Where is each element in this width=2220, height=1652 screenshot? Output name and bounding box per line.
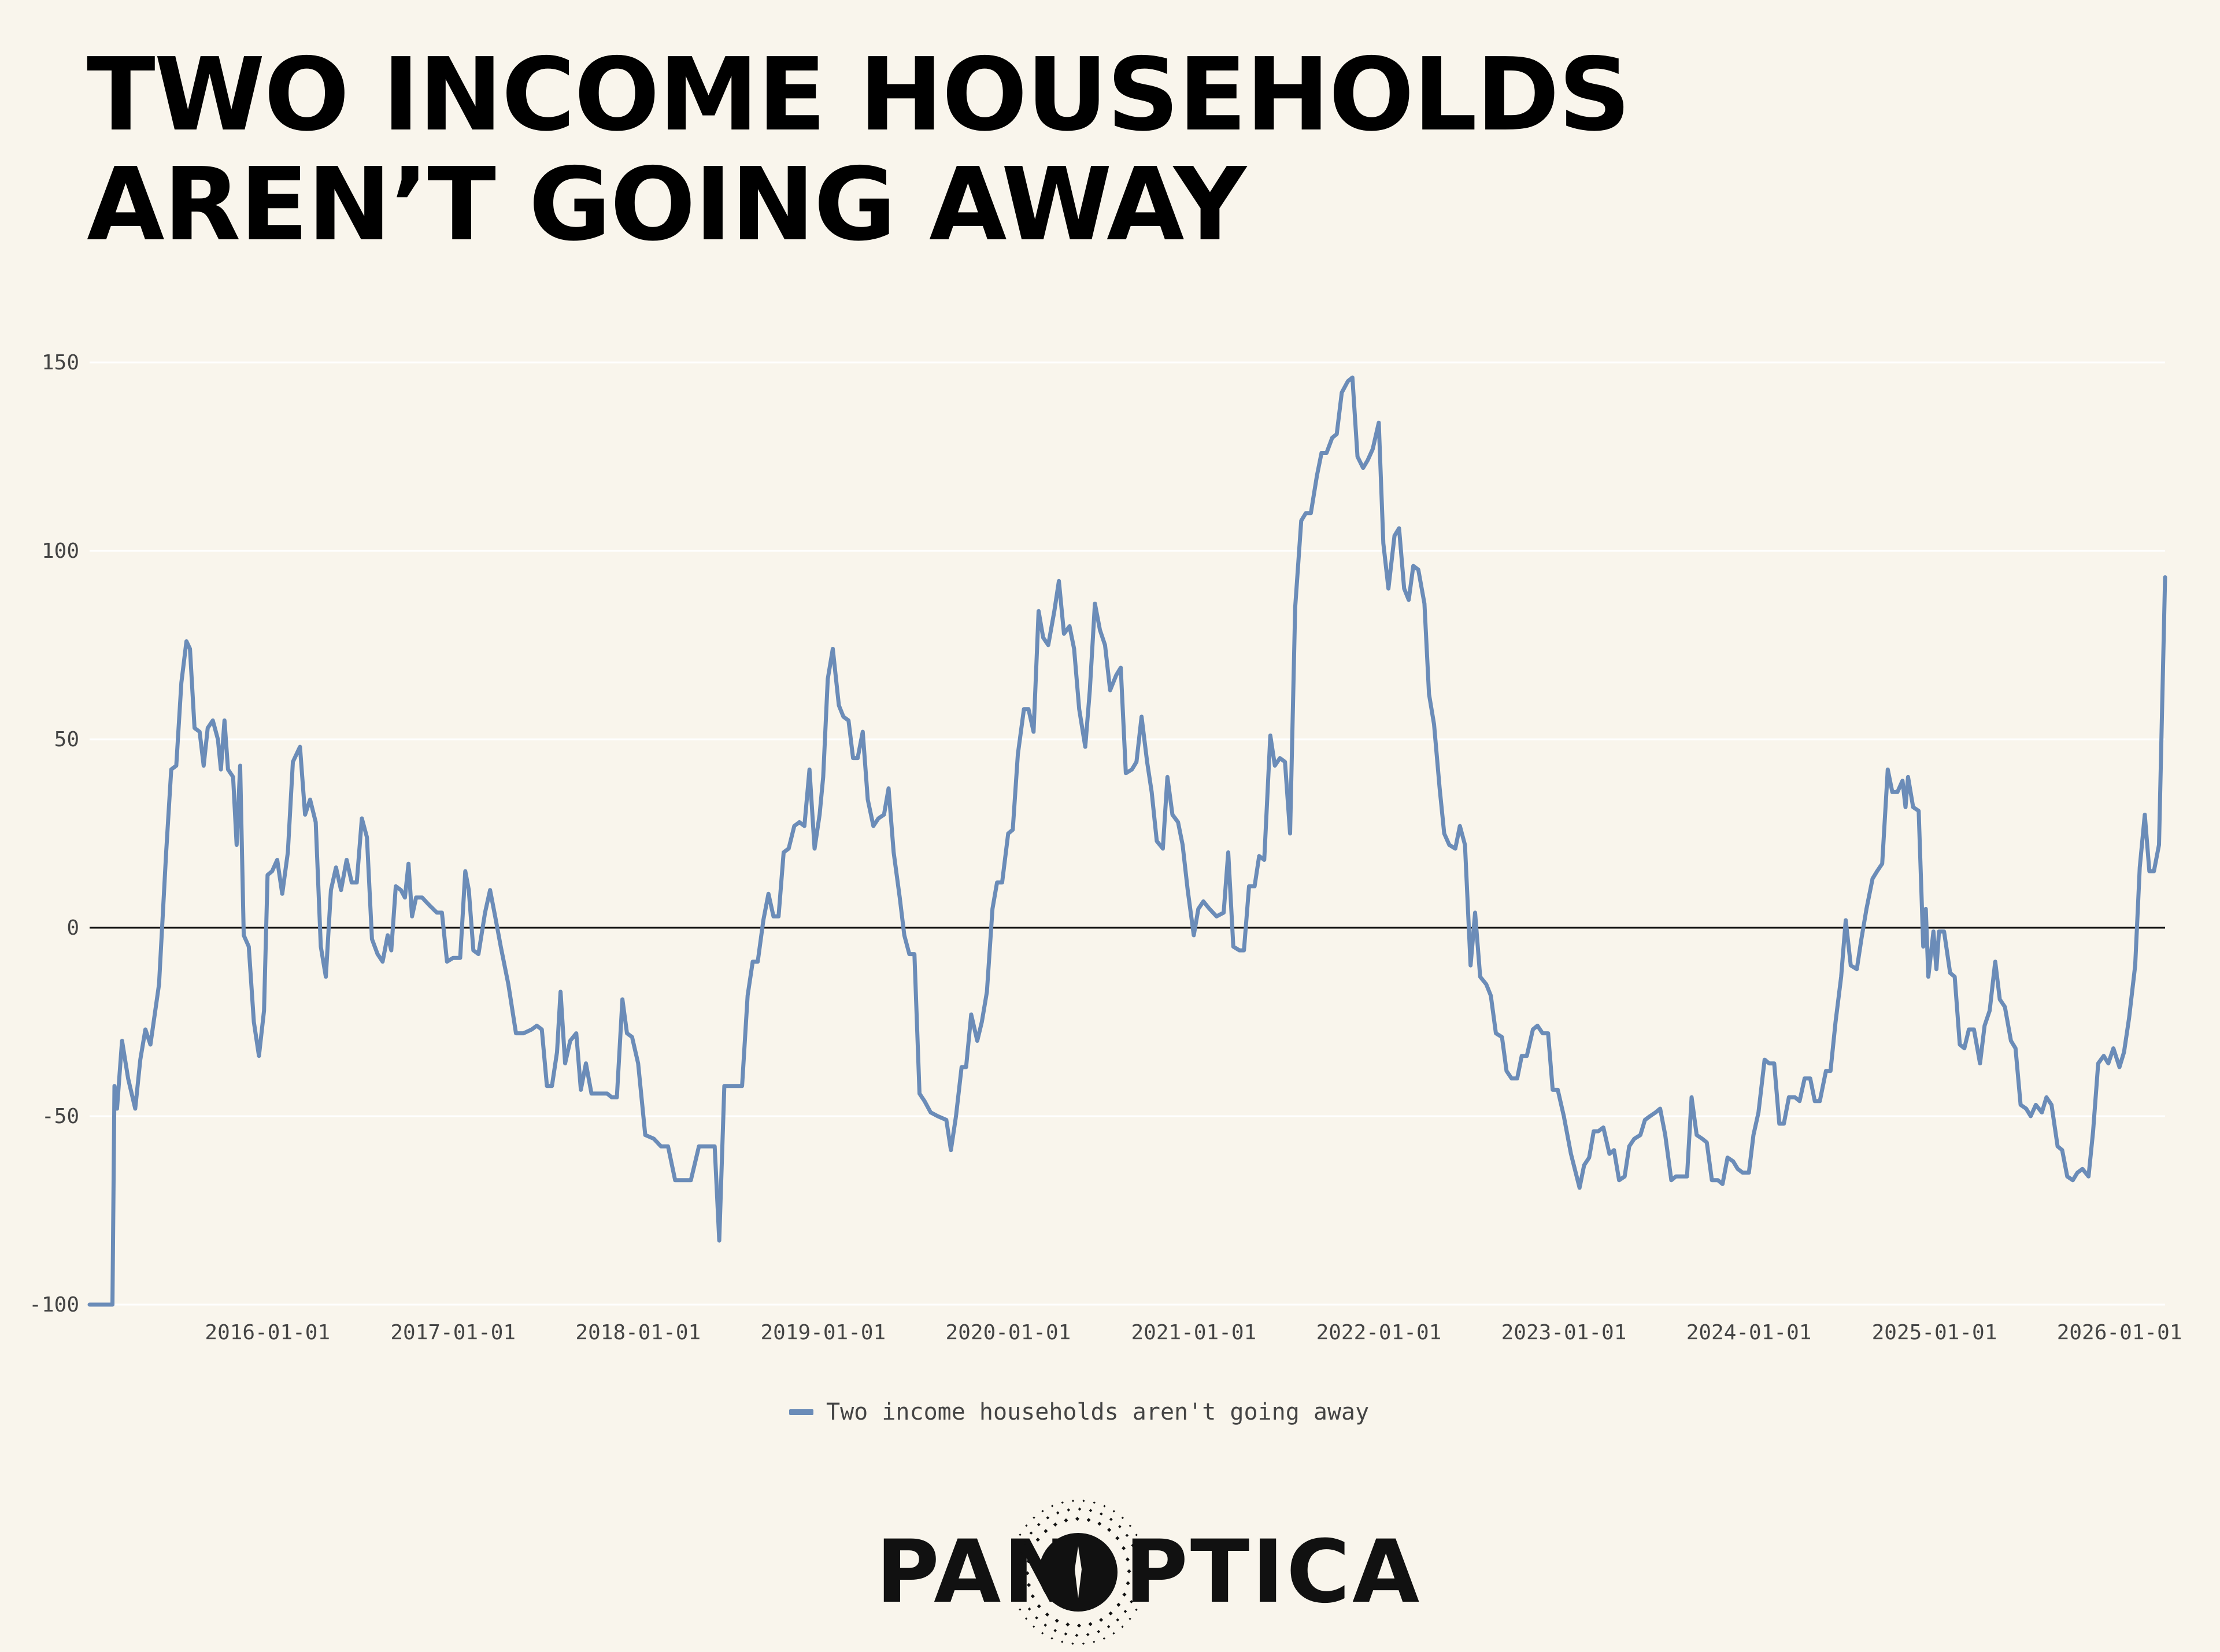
chart-title: TWO INCOME HOUSEHOLDS AREN’T GOING AWAY	[87, 36, 1631, 264]
chart-title-line-1: TWO INCOME HOUSEHOLDS	[87, 36, 1631, 154]
legend-label: Two income households aren't going away	[826, 1399, 1370, 1425]
x-tick-label: 2019-01-01	[760, 1321, 886, 1344]
grid-lines	[90, 361, 2165, 1306]
x-tick-label: 2017-01-01	[390, 1321, 516, 1344]
y-tick-label: 50	[54, 728, 79, 751]
x-tick-label: 2022-01-01	[1316, 1321, 1442, 1344]
panoptica-logo: PAN PTICA	[876, 1488, 1419, 1647]
y-tick-label: 100	[42, 539, 79, 563]
x-tick-label: 2018-01-01	[575, 1321, 701, 1344]
legend-swatch	[789, 1409, 813, 1415]
x-tick-label: 2021-01-01	[1131, 1321, 1256, 1344]
x-tick-label: 2020-01-01	[946, 1321, 1071, 1344]
chart-title-line-2: AREN’T GOING AWAY	[87, 146, 1246, 264]
y-tick-label: -50	[42, 1105, 79, 1128]
x-axis-tick-labels: 2016-01-01 2017-01-01 2018-01-01 2019-01-01…	[205, 1321, 2182, 1344]
legend: Two income households aren't going away	[789, 1399, 1369, 1425]
y-axis-tick-labels: 150 100 50 0 -50 -100	[29, 351, 79, 1317]
x-tick-label: 2026-01-01	[2057, 1321, 2182, 1344]
x-tick-label: 2016-01-01	[205, 1321, 330, 1344]
x-tick-label: 2025-01-01	[1872, 1321, 1997, 1344]
logo-text-right: PTICA	[1124, 1522, 1422, 1623]
y-tick-label: 0	[66, 916, 79, 940]
eye-mark-icon	[1015, 1499, 1142, 1645]
series-line	[87, 375, 2167, 1307]
y-tick-label: 150	[42, 351, 79, 375]
y-tick-label: -100	[29, 1293, 79, 1317]
x-tick-label: 2024-01-01	[1686, 1321, 1812, 1344]
x-tick-label: 2023-01-01	[1501, 1321, 1627, 1344]
